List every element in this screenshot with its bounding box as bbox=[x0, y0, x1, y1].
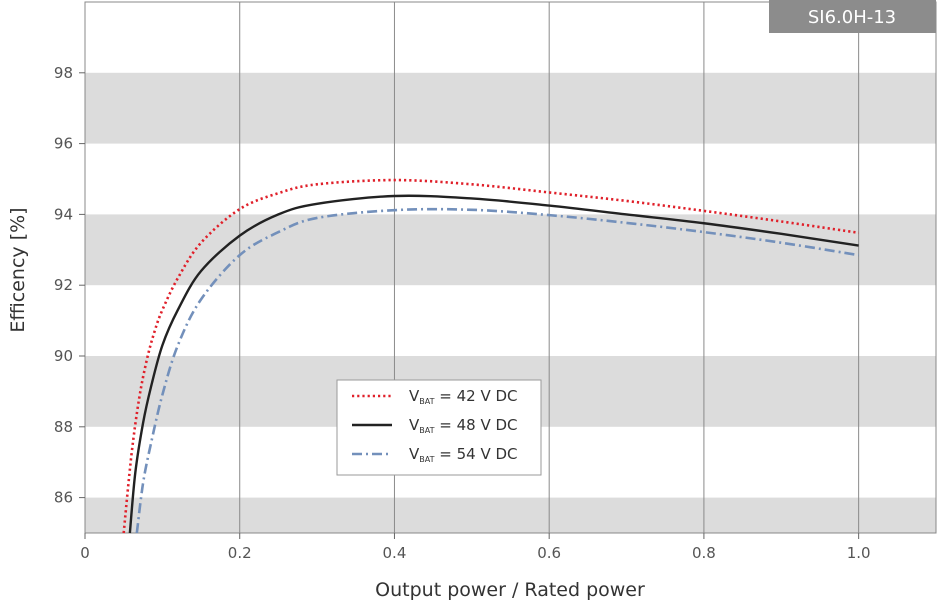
series-line-2 bbox=[128, 194, 859, 534]
y-tick-label: 98 bbox=[54, 64, 73, 82]
y-tick-label: 88 bbox=[54, 418, 73, 436]
y-tick-label: 92 bbox=[54, 276, 73, 294]
plot-border bbox=[84, 1, 937, 534]
x-tick-label: 0.8 bbox=[692, 544, 716, 562]
legend-label: VBAT = 48 V DC bbox=[409, 416, 518, 435]
grid-band bbox=[85, 497, 936, 533]
series-line-3 bbox=[135, 207, 859, 534]
y-tick-label: 94 bbox=[54, 205, 73, 223]
legend-box bbox=[336, 379, 542, 476]
x-axis-label: Output power / Rated power bbox=[375, 579, 645, 601]
legend-label: VBAT = 42 V DC bbox=[409, 387, 518, 406]
legend: VBAT = 42 V DC VBAT = 48 V DC VBAT = 54 V … bbox=[336, 379, 542, 476]
y-tick-label: 90 bbox=[54, 347, 73, 365]
x-tick-label: 0 bbox=[80, 544, 90, 562]
series-line-1 bbox=[122, 178, 859, 534]
model-badge-label: SI6.0H-13 bbox=[808, 7, 896, 28]
series-lines bbox=[122, 178, 859, 534]
x-axis-ticks: 0 0.2 0.4 0.6 0.8 1.0 bbox=[80, 533, 871, 562]
y-tick-label: 86 bbox=[54, 489, 73, 507]
x-tick-label: 0.6 bbox=[537, 544, 561, 562]
x-tick-label: 0.2 bbox=[228, 544, 252, 562]
y-axis-ticks: 86 88 90 92 94 96 98 bbox=[54, 64, 85, 507]
x-tick-label: 1.0 bbox=[847, 544, 871, 562]
x-tick-label: 0.4 bbox=[383, 544, 407, 562]
y-tick-label: 96 bbox=[54, 135, 73, 153]
y-axis-label: Efficency [%] bbox=[7, 207, 29, 332]
grid-band bbox=[85, 214, 936, 286]
grid-band bbox=[85, 72, 936, 144]
legend-label: VBAT = 54 V DC bbox=[409, 445, 518, 464]
model-badge: SI6.0H-13 bbox=[769, 0, 936, 33]
